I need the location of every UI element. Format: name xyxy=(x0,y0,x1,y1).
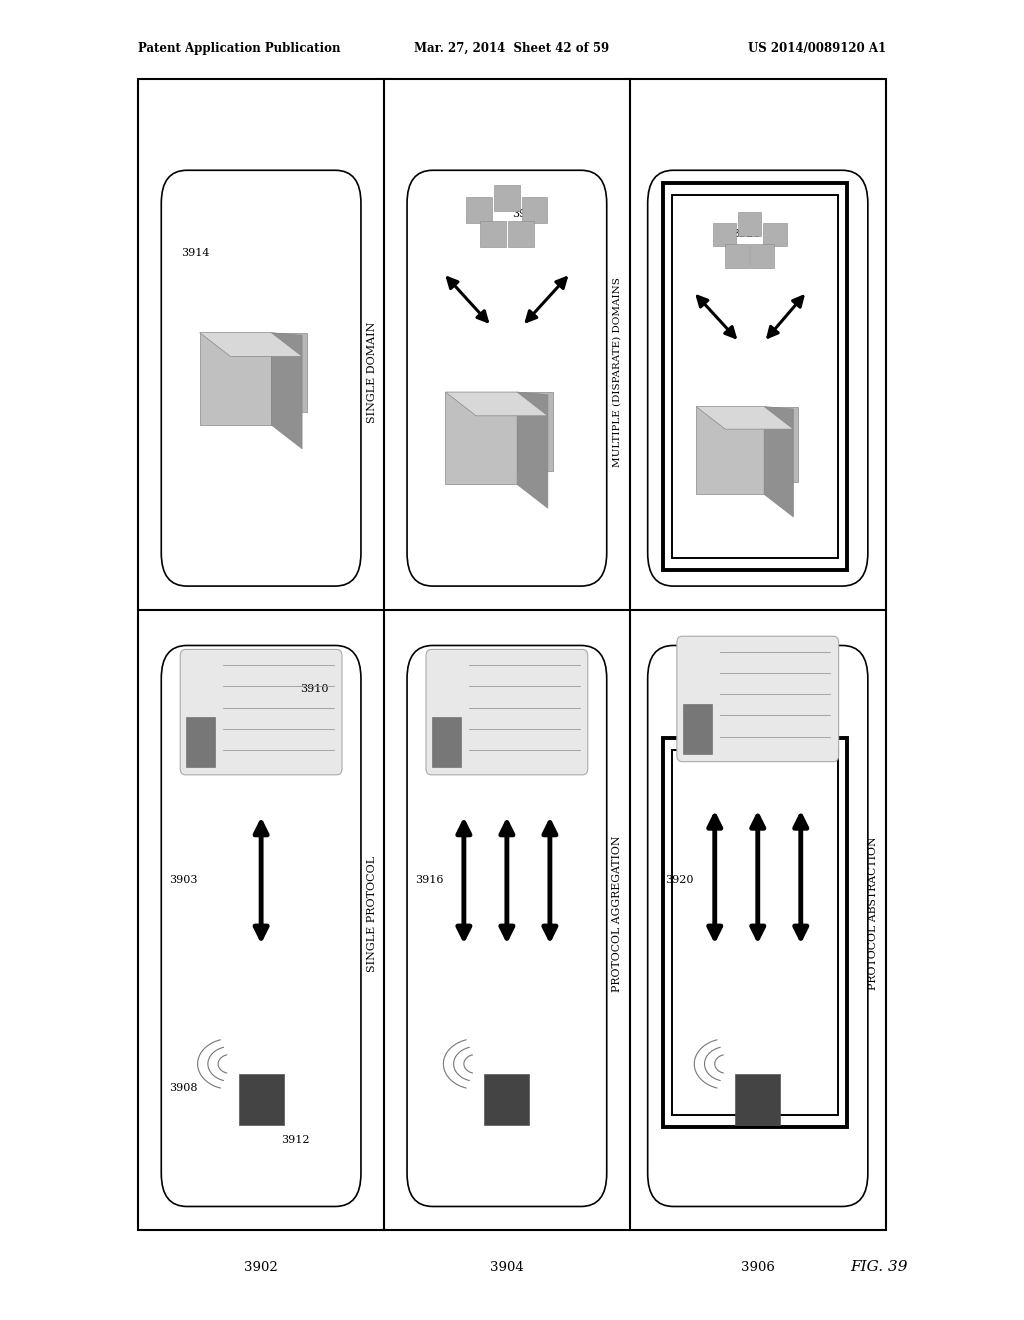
Polygon shape xyxy=(445,392,548,416)
Polygon shape xyxy=(200,333,302,356)
Bar xyxy=(480,220,506,247)
Text: FIG. 39: FIG. 39 xyxy=(850,1261,907,1274)
Bar xyxy=(239,1074,284,1125)
FancyBboxPatch shape xyxy=(407,170,606,586)
Text: MULTIPLE (DISPARATE) DOMAINS: MULTIPLE (DISPARATE) DOMAINS xyxy=(613,277,622,467)
Text: Mar. 27, 2014  Sheet 42 of 59: Mar. 27, 2014 Sheet 42 of 59 xyxy=(415,42,609,55)
Text: 3910: 3910 xyxy=(300,684,329,694)
Polygon shape xyxy=(517,392,548,508)
FancyBboxPatch shape xyxy=(162,645,361,1206)
Bar xyxy=(445,392,517,484)
Text: 3920: 3920 xyxy=(666,875,694,886)
Bar xyxy=(683,704,712,754)
Bar xyxy=(186,717,215,767)
FancyBboxPatch shape xyxy=(180,649,342,775)
Text: SINGLE PROTOCOL: SINGLE PROTOCOL xyxy=(367,855,377,972)
Bar xyxy=(713,223,736,247)
Text: 3906: 3906 xyxy=(740,1261,775,1274)
Bar xyxy=(763,223,786,247)
Bar xyxy=(663,738,847,1127)
Bar xyxy=(494,185,520,211)
Text: 3912: 3912 xyxy=(282,1135,310,1146)
Text: 3918: 3918 xyxy=(512,209,541,219)
Text: Patent Application Publication: Patent Application Publication xyxy=(138,42,341,55)
Bar xyxy=(200,333,271,425)
Bar xyxy=(672,750,838,1115)
Bar xyxy=(432,717,461,767)
Bar xyxy=(735,1074,780,1125)
Text: 3904: 3904 xyxy=(490,1261,523,1274)
Text: 3920: 3920 xyxy=(732,228,761,239)
FancyBboxPatch shape xyxy=(677,636,839,762)
Text: US 2014/0089120 A1: US 2014/0089120 A1 xyxy=(748,42,886,55)
Bar xyxy=(514,392,553,471)
Polygon shape xyxy=(764,407,794,517)
Bar xyxy=(138,79,886,1230)
Bar xyxy=(508,220,534,247)
Text: SINGLE DOMAIN: SINGLE DOMAIN xyxy=(367,322,377,422)
Bar xyxy=(696,407,764,494)
Bar xyxy=(672,195,838,558)
FancyBboxPatch shape xyxy=(426,649,588,775)
Polygon shape xyxy=(271,333,302,449)
FancyBboxPatch shape xyxy=(647,170,867,586)
Text: PROTOCOL AGGREGATION: PROTOCOL AGGREGATION xyxy=(612,836,623,991)
Text: 3916: 3916 xyxy=(415,875,443,886)
Polygon shape xyxy=(696,407,794,429)
Text: 3902: 3902 xyxy=(245,1261,278,1274)
Text: 3908: 3908 xyxy=(169,1082,198,1093)
Bar xyxy=(466,197,493,223)
Text: PROTOCOL ABSTRACTION: PROTOCOL ABSTRACTION xyxy=(868,837,879,990)
Bar xyxy=(725,244,749,268)
Bar xyxy=(738,211,761,235)
Text: 3903: 3903 xyxy=(169,875,198,886)
Bar xyxy=(761,407,799,482)
Bar xyxy=(268,333,307,412)
Bar xyxy=(521,197,548,223)
Text: 3914: 3914 xyxy=(181,248,210,259)
Bar xyxy=(751,244,774,268)
Bar xyxy=(484,1074,529,1125)
FancyBboxPatch shape xyxy=(647,645,867,1206)
Bar xyxy=(663,183,847,570)
FancyBboxPatch shape xyxy=(162,170,361,586)
FancyBboxPatch shape xyxy=(407,645,606,1206)
